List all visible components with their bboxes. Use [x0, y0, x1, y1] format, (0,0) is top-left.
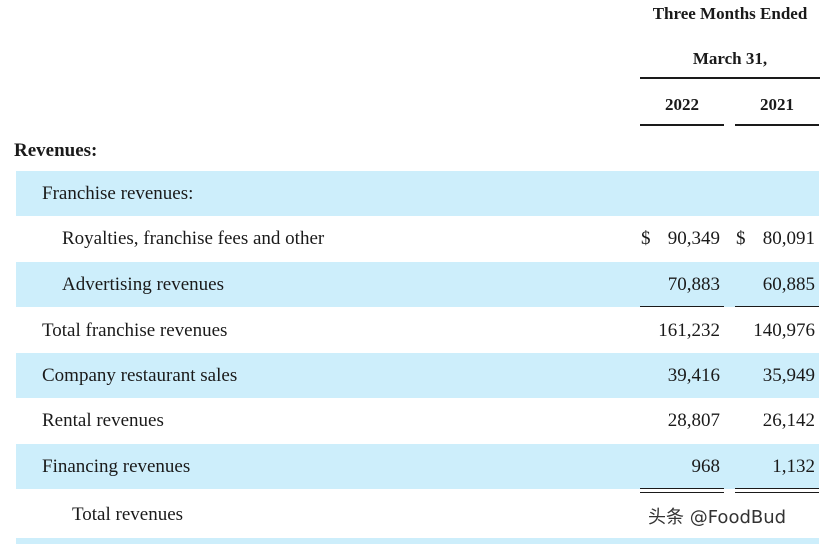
value-prior: 140,976 [753, 320, 815, 341]
value-prior: 1,132 [772, 456, 815, 477]
value-prior: 60,885 [762, 274, 815, 295]
watermark-text: 头条 @FoodBud [648, 507, 787, 528]
year-prior-rule [735, 124, 819, 126]
table-row-royalties: Royalties, franchise fees and other $ 90… [16, 216, 819, 261]
row-label: Total revenues [72, 504, 184, 525]
value-current: 968 [691, 456, 721, 477]
currency-symbol: $ [736, 228, 746, 249]
table-row-partial [16, 538, 819, 544]
value-current: 28,807 [667, 410, 720, 431]
subtotal-rule [640, 306, 724, 307]
value-current: 39,416 [667, 365, 720, 386]
value-current: 70,883 [667, 274, 720, 295]
value-prior: 80,091 [762, 228, 815, 249]
total-rule [640, 488, 724, 493]
table-row-franchise-revenues: Franchise revenues: [16, 171, 819, 216]
section-title-revenues: Revenues: [14, 140, 98, 161]
header-rule [640, 77, 820, 79]
year-current: 2022 [665, 95, 699, 114]
table-row-total-revenues: Total revenues [16, 492, 819, 537]
table-row-financing-revenues: Financing revenues 968 1,132 [16, 444, 819, 489]
row-label: Advertising revenues [62, 274, 224, 295]
period-header-line2: March 31, [692, 49, 768, 68]
table-row-rental-revenues: Rental revenues 28,807 26,142 [16, 398, 819, 443]
table-row-company-restaurant-sales: Company restaurant sales 39,416 35,949 [16, 353, 819, 398]
value-current: 161,232 [658, 320, 720, 341]
value-current: 90,349 [667, 228, 720, 249]
row-label: Rental revenues [42, 410, 164, 431]
year-prior: 2021 [760, 95, 794, 114]
table-row-advertising-revenues: Advertising revenues 70,883 60,885 [16, 262, 819, 307]
row-label: Royalties, franchise fees and other [62, 228, 325, 249]
row-label: Franchise revenues: [42, 183, 194, 204]
subtotal-rule [735, 306, 819, 307]
value-prior: 26,142 [762, 410, 815, 431]
row-label: Total franchise revenues [42, 320, 228, 341]
period-header-line1: Three Months Ended [652, 4, 808, 23]
row-label: Company restaurant sales [42, 365, 238, 386]
year-current-rule [640, 124, 724, 126]
table-row-total-franchise-revenues: Total franchise revenues 161,232 140,976 [16, 308, 819, 353]
currency-symbol: $ [641, 228, 651, 249]
row-label: Financing revenues [42, 456, 191, 477]
total-rule [735, 488, 819, 493]
value-prior: 35,949 [762, 365, 815, 386]
